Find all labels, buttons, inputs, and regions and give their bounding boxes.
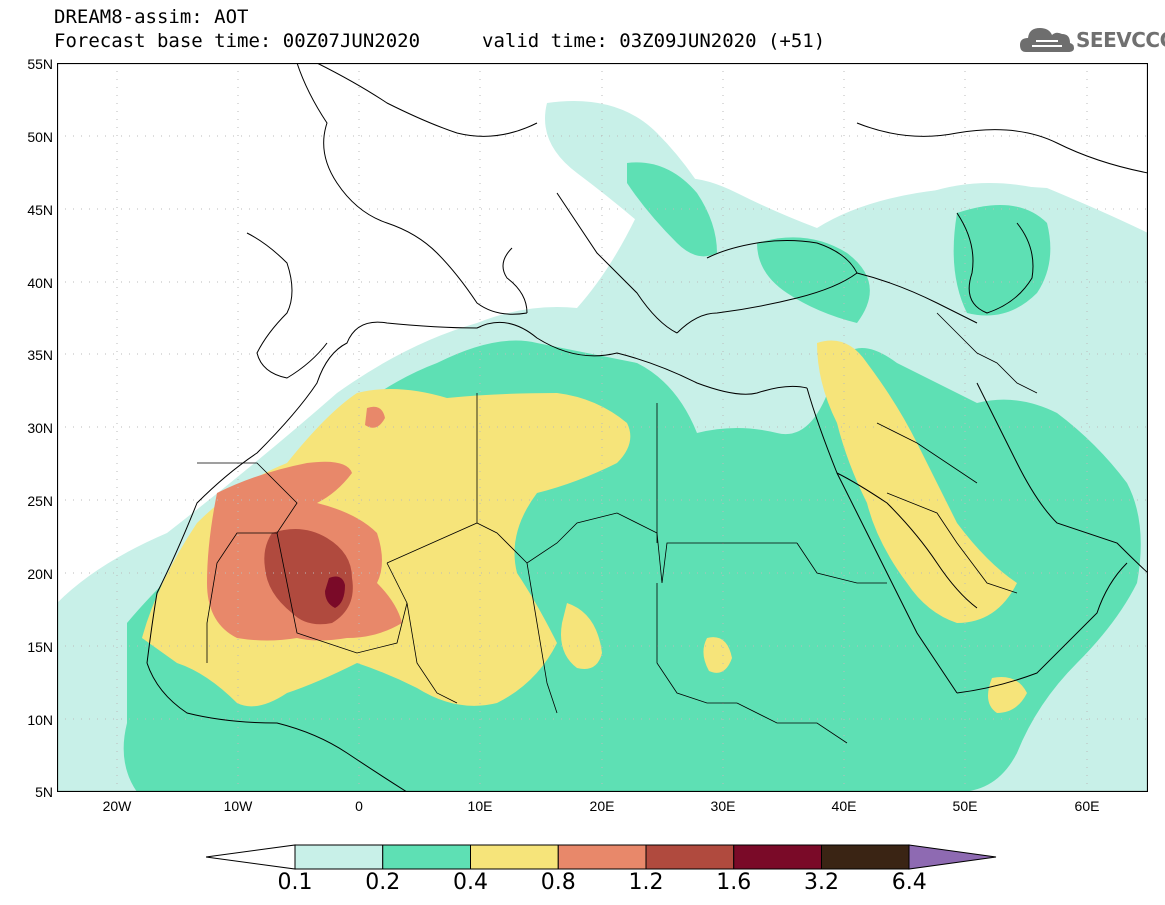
lat-label: 10N xyxy=(27,712,53,728)
lat-label: 20N xyxy=(27,566,53,582)
aot-band-0.4-arabia xyxy=(817,340,1017,623)
cloud-icon xyxy=(1020,28,1074,52)
colorbar-label: 0.2 xyxy=(365,870,401,895)
colorbar-label: 1.6 xyxy=(716,870,752,895)
aot-band-0.4-sahel xyxy=(561,603,602,669)
lon-label: 20E xyxy=(589,798,615,814)
aot-band-0.8-spot xyxy=(365,406,385,428)
lon-label: 60E xyxy=(1074,798,1100,814)
colorbar-cell xyxy=(382,844,471,870)
lat-label: 25N xyxy=(27,493,53,509)
forecast-base-time: Forecast base time: 00Z07JUN2020 xyxy=(54,30,421,52)
aot-band-0.4-horn xyxy=(988,677,1027,713)
lon-label: 0 xyxy=(355,798,363,814)
valid-time: valid time: 03Z09JUN2020 (+51) xyxy=(482,30,826,52)
seevccc-logo: SEEVCCC xyxy=(1018,22,1165,58)
colorbar-max-arrow xyxy=(908,844,997,870)
map-title: DREAM8-assim: AOT xyxy=(54,6,249,28)
lat-label: 5N xyxy=(35,784,53,800)
lat-label: 45N xyxy=(27,202,53,218)
lon-label: 10E xyxy=(467,798,493,814)
lat-label: 40N xyxy=(27,275,53,291)
lat-label: 30N xyxy=(27,420,53,436)
colorbar-cell xyxy=(557,844,647,870)
lon-label: 40E xyxy=(831,798,857,814)
colorbar-min-arrow xyxy=(206,844,296,870)
colorbar-cell xyxy=(470,844,559,870)
colorbar xyxy=(206,844,997,870)
colorbar-label: 6.4 xyxy=(891,870,927,895)
aot-band-0.2-caspian xyxy=(953,205,1051,316)
colorbar-label: 0.1 xyxy=(277,870,313,895)
colorbar-label: 1.2 xyxy=(628,870,664,895)
aot-band-0.4-sudan xyxy=(703,637,732,673)
colorbar-cell xyxy=(821,844,910,870)
lon-label: 50E xyxy=(952,798,978,814)
colorbar-cell xyxy=(294,844,384,870)
lon-label: 30E xyxy=(710,798,736,814)
aot-map xyxy=(57,63,1148,792)
colorbar-cell xyxy=(733,844,822,870)
coastlines xyxy=(146,63,1148,792)
aot-band-0.2-turkey xyxy=(757,237,870,323)
borders xyxy=(197,312,1038,744)
colorbar-label: 3.2 xyxy=(804,870,839,895)
logo-text: SEEVCCC xyxy=(1076,28,1165,52)
aot-band-1.6 xyxy=(325,576,345,608)
colorbar-cell xyxy=(645,844,735,870)
aot-band-0.2-balkans xyxy=(627,162,717,257)
lat-label: 50N xyxy=(27,129,53,145)
lat-label: 55N xyxy=(27,56,53,72)
lat-label: 15N xyxy=(27,639,53,655)
lon-label: 10W xyxy=(223,798,253,814)
colorbar-label: 0.8 xyxy=(540,870,576,895)
colorbar-label: 0.4 xyxy=(453,870,488,895)
lat-label: 35N xyxy=(27,347,53,363)
lon-label: 20W xyxy=(102,798,132,814)
